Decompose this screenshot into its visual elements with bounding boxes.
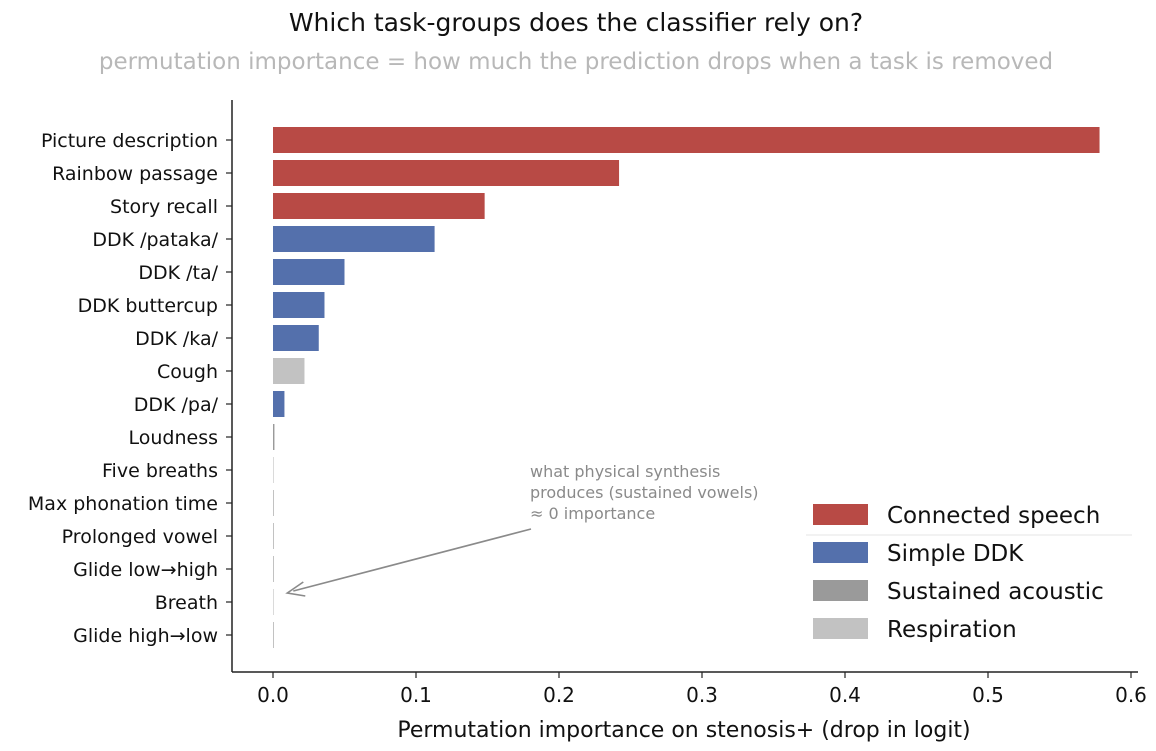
bar-ddk-pataka xyxy=(273,226,435,252)
legend-swatch xyxy=(813,542,868,563)
x-ticks: 0.0 0.1 0.2 0.3 0.4 0.5 0.6 xyxy=(257,672,1147,707)
legend-swatch xyxy=(813,580,868,601)
legend-swatch xyxy=(813,504,868,525)
bar-picture-description xyxy=(273,127,1100,153)
y-tick-label: DDK /ta/ xyxy=(138,262,218,284)
y-tick-label: DDK /pataka/ xyxy=(92,229,218,251)
bar-breath xyxy=(273,589,274,615)
y-tick-label: Glide low→high xyxy=(73,559,218,581)
x-tick-label: 0.5 xyxy=(972,683,1004,707)
x-tick-label: 0.6 xyxy=(1115,683,1147,707)
annotation: what physical synthesis produces (sustain… xyxy=(285,462,759,597)
y-tick-label: Glide high→low xyxy=(73,625,218,647)
chart-subtitle: permutation importance = how much the pr… xyxy=(99,49,1053,75)
y-tick-label: Rainbow passage xyxy=(52,163,218,185)
category-labels: Picture description Rainbow passage Story … xyxy=(28,130,232,647)
bar-loudness xyxy=(273,424,275,450)
x-tick-label: 0.2 xyxy=(543,683,575,707)
y-tick-label: Max phonation time xyxy=(28,493,218,515)
x-axis-label: Permutation importance on stenosis+ (dro… xyxy=(397,718,970,743)
legend: Connected speech Simple DDK Sustained acou… xyxy=(806,497,1132,654)
bar-glide-high-low xyxy=(273,622,274,648)
legend-label: Simple DDK xyxy=(887,541,1024,567)
bar-ddk-ta xyxy=(273,259,345,285)
y-tick-label: DDK /pa/ xyxy=(134,394,219,416)
bar-cough xyxy=(273,358,305,384)
x-tick-label: 0.1 xyxy=(400,683,432,707)
x-tick-label: 0.4 xyxy=(829,683,861,707)
legend-swatch xyxy=(813,618,868,639)
x-tick-label: 0.0 xyxy=(257,683,289,707)
bar-ddk-pa xyxy=(273,391,285,417)
annotation-text: produces (sustained vowels) xyxy=(530,483,759,502)
y-tick-label: Picture description xyxy=(41,130,218,152)
y-tick-label: Story recall xyxy=(110,196,218,218)
y-tick-label: Breath xyxy=(155,592,218,614)
y-tick-label: Five breaths xyxy=(102,460,218,482)
legend-label: Sustained acoustic xyxy=(887,579,1104,605)
bar-max-phonation-time xyxy=(273,490,274,516)
y-tick-label: Prolonged vowel xyxy=(62,526,218,548)
bar-five-breaths xyxy=(273,457,274,483)
bar-ddk-buttercup xyxy=(273,292,325,318)
legend-label: Connected speech xyxy=(887,503,1100,529)
bar-story-recall xyxy=(273,193,485,219)
bar-prolonged-vowel xyxy=(273,523,274,549)
bar-rainbow-passage xyxy=(273,160,620,186)
annotation-arrowhead xyxy=(285,581,306,597)
x-tick-label: 0.3 xyxy=(686,683,718,707)
bar-glide-low-high xyxy=(273,556,274,582)
chart-title: Which task-groups does the classifier re… xyxy=(289,8,863,37)
legend-label: Respiration xyxy=(887,617,1017,643)
y-tick-label: Cough xyxy=(157,361,218,383)
y-tick-label: DDK buttercup xyxy=(78,295,218,317)
y-tick-label: Loudness xyxy=(128,427,218,449)
annotation-text: what physical synthesis xyxy=(530,462,720,481)
annotation-arrow xyxy=(293,528,532,592)
annotation-text: ≈ 0 importance xyxy=(530,504,655,523)
bars-layer xyxy=(273,127,1100,648)
bar-ddk-ka xyxy=(273,325,319,351)
y-tick-label: DDK /ka/ xyxy=(135,328,218,350)
